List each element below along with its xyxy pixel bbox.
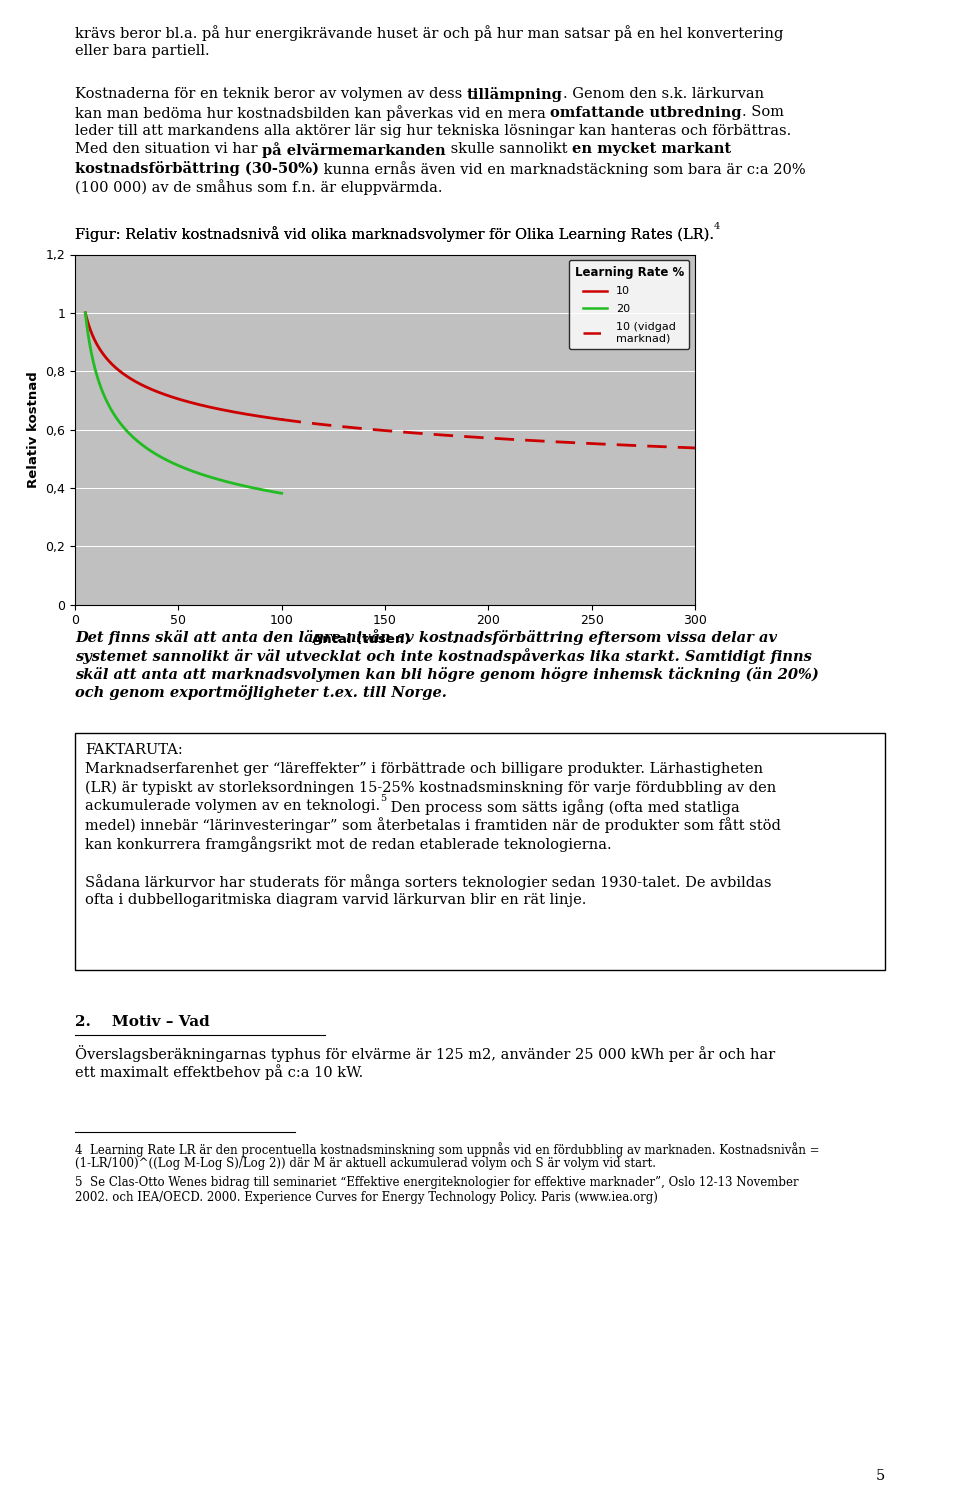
Text: ackumulerade volymen av en teknologi.: ackumulerade volymen av en teknologi. <box>85 799 380 812</box>
Text: 5: 5 <box>380 794 386 803</box>
Text: Den process som sätts igång (ofta med statliga: Den process som sätts igång (ofta med st… <box>386 799 740 815</box>
Text: krävs beror bl.a. på hur energikrävande huset är och på hur man satsar på en hel: krävs beror bl.a. på hur energikrävande … <box>75 25 783 40</box>
Text: Det finns skäl att anta den lägre nivån av kostnadsförbättring eftersom vissa de: Det finns skäl att anta den lägre nivån … <box>75 630 777 646</box>
Text: tillämpning: tillämpning <box>467 87 563 102</box>
Text: 4  Learning Rate LR är den procentuella kostnadsminskning som uppnås vid en förd: 4 Learning Rate LR är den procentuella k… <box>75 1142 820 1157</box>
Text: medel) innebär “lärinvesteringar” som återbetalas i framtiden när de produkter s: medel) innebär “lärinvesteringar” som åt… <box>85 817 780 833</box>
Text: 4: 4 <box>714 222 720 231</box>
Text: kan konkurrera framgångsrikt mot de redan etablerade teknologierna.: kan konkurrera framgångsrikt mot de reda… <box>85 836 612 851</box>
Text: 5: 5 <box>876 1469 885 1483</box>
Text: omfattande utbredning: omfattande utbredning <box>550 105 742 120</box>
Text: Marknadserfarenhet ger “läreffekter” i förbättrade och billigare produkter. Lärh: Marknadserfarenhet ger “läreffekter” i f… <box>85 761 763 776</box>
Text: (LR) är typiskt av storleksordningen 15-25% kostnadsminskning för varje fördubbl: (LR) är typiskt av storleksordningen 15-… <box>85 781 777 794</box>
Text: leder till att markandens alla aktörer lär sig hur tekniska lösningar kan hanter: leder till att markandens alla aktörer l… <box>75 124 791 138</box>
Text: 2002. och IEA/OECD. 2000. Experience Curves for Energy Technology Policy. Paris : 2002. och IEA/OECD. 2000. Experience Cur… <box>75 1190 658 1204</box>
Y-axis label: Relativ kostnad: Relativ kostnad <box>27 372 39 487</box>
X-axis label: Antal (tusen)         .: Antal (tusen) . <box>312 633 458 646</box>
Text: och genom exportmöjligheter t.ex. till Norge.: och genom exportmöjligheter t.ex. till N… <box>75 685 446 700</box>
Text: Figur: Relativ kostnadsnivå vid olika marknadsvolymer för Olika Learning Rates (: Figur: Relativ kostnadsnivå vid olika ma… <box>75 226 714 241</box>
Text: Kostnaderna för en teknik beror av volymen av dess: Kostnaderna för en teknik beror av volym… <box>75 87 467 100</box>
Text: på elvärmemarkanden: på elvärmemarkanden <box>262 142 445 159</box>
Text: 5  Se Clas-Otto Wenes bidrag till seminariet “Effektive energiteknologier for ef: 5 Se Clas-Otto Wenes bidrag till seminar… <box>75 1177 799 1189</box>
Text: eller bara partiell.: eller bara partiell. <box>75 43 209 57</box>
Text: (100 000) av de småhus som f.n. är eluppvärmda.: (100 000) av de småhus som f.n. är elupp… <box>75 180 443 195</box>
Text: FAKTARUTA:: FAKTARUTA: <box>85 744 182 757</box>
Text: (1-LR/100)^((Log M-Log S)/Log 2)) där M är aktuell ackumulerad volym och S är vo: (1-LR/100)^((Log M-Log S)/Log 2)) där M … <box>75 1157 656 1169</box>
Text: Med den situation vi har: Med den situation vi har <box>75 142 262 156</box>
Text: Figur: Relativ kostnadsnivå vid olika marknadsvolymer för Olika Learning Rates (: Figur: Relativ kostnadsnivå vid olika ma… <box>75 226 714 241</box>
Text: Sådana lärkurvor har studerats för många sorters teknologier sedan 1930-talet. D: Sådana lärkurvor har studerats för många… <box>85 874 772 890</box>
Text: en mycket markant: en mycket markant <box>572 142 732 156</box>
Text: ofta i dubbellogaritmiska diagram varvid lärkurvan blir en rät linje.: ofta i dubbellogaritmiska diagram varvid… <box>85 893 587 907</box>
Text: . Genom den s.k. lärkurvan: . Genom den s.k. lärkurvan <box>563 87 764 100</box>
FancyBboxPatch shape <box>75 733 885 970</box>
Text: skäl att anta att marknadsvolymen kan bli högre genom högre inhemsk täckning (än: skäl att anta att marknadsvolymen kan bl… <box>75 667 819 682</box>
Text: 2.    Motiv – Vad: 2. Motiv – Vad <box>75 1015 209 1028</box>
Text: Överslagsberäkningarnas typhus för elvärme är 125 m2, använder 25 000 kWh per år: Överslagsberäkningarnas typhus för elvär… <box>75 1045 776 1063</box>
Text: skulle sannolikt: skulle sannolikt <box>445 142 572 156</box>
Text: kostnadsförbättring (30-50%): kostnadsförbättring (30-50%) <box>75 160 319 175</box>
Text: ett maximalt effektbehov på c:a 10 kW.: ett maximalt effektbehov på c:a 10 kW. <box>75 1064 363 1079</box>
Text: kunna ernås även vid en marknadstäckning som bara är c:a 20%: kunna ernås även vid en marknadstäckning… <box>319 160 805 177</box>
Text: systemet sannolikt är väl utvecklat och inte kostnadspåverkas lika starkt. Samti: systemet sannolikt är väl utvecklat och … <box>75 648 812 664</box>
Text: . Som: . Som <box>742 105 784 120</box>
Text: kan man bedöma hur kostnadsbilden kan påverkas vid en mera: kan man bedöma hur kostnadsbilden kan på… <box>75 105 550 121</box>
Legend: 10, 20, 10 (vidgad
marknad): 10, 20, 10 (vidgad marknad) <box>569 259 689 349</box>
